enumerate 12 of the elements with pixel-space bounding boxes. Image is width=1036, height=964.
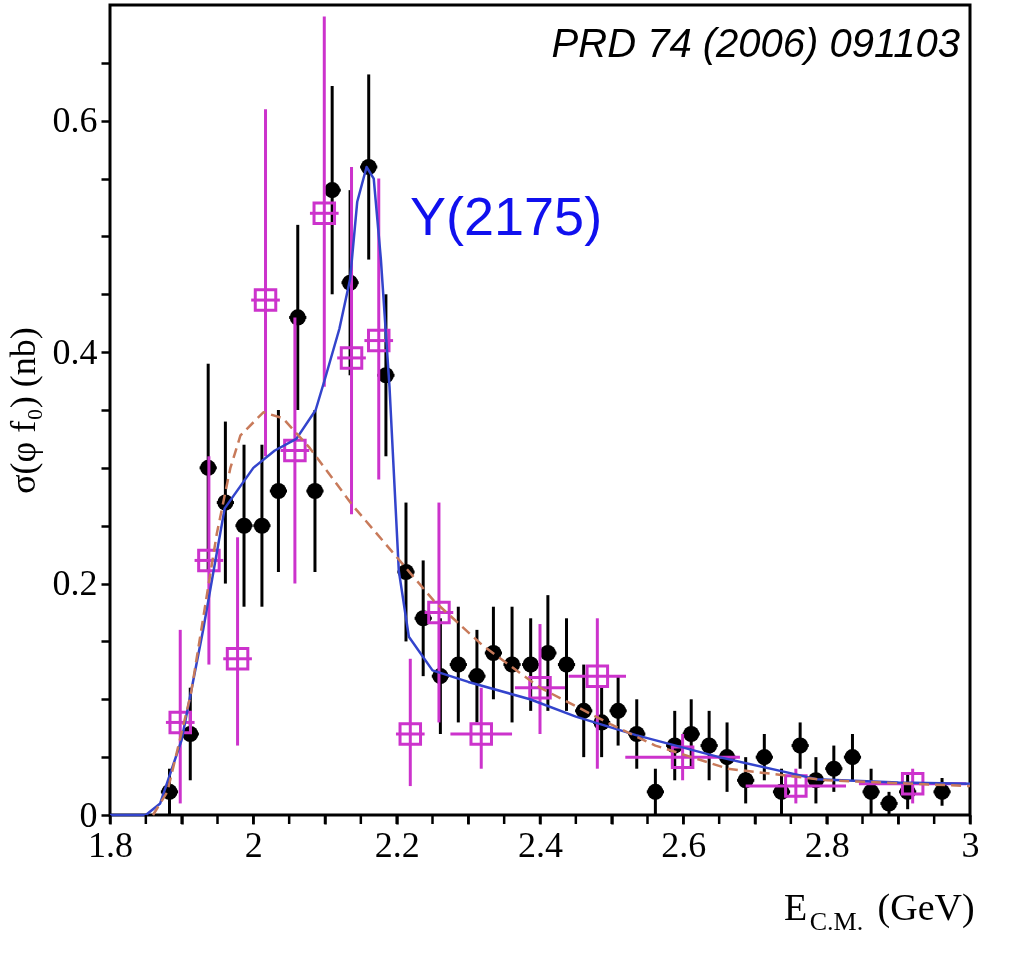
y-tick-label: 0.6 bbox=[52, 100, 98, 141]
x-tick-label: 2.4 bbox=[518, 824, 563, 865]
y-tick-label: 0.2 bbox=[52, 563, 98, 604]
x-tick-label: 3 bbox=[961, 824, 980, 865]
annotation: PRD 74 (2006) 091103 bbox=[551, 21, 960, 65]
annotation: Y(2175) bbox=[410, 186, 603, 246]
y-axis-title: σ(φ f₀) (nb) bbox=[2, 327, 43, 494]
x-tick-label: 2.8 bbox=[804, 824, 850, 865]
x-tick-label: 2.6 bbox=[661, 824, 707, 865]
x-tick-label: 2 bbox=[244, 824, 263, 865]
x-tick-label: 2.2 bbox=[374, 824, 420, 865]
y-tick-label: 0.4 bbox=[52, 331, 98, 372]
